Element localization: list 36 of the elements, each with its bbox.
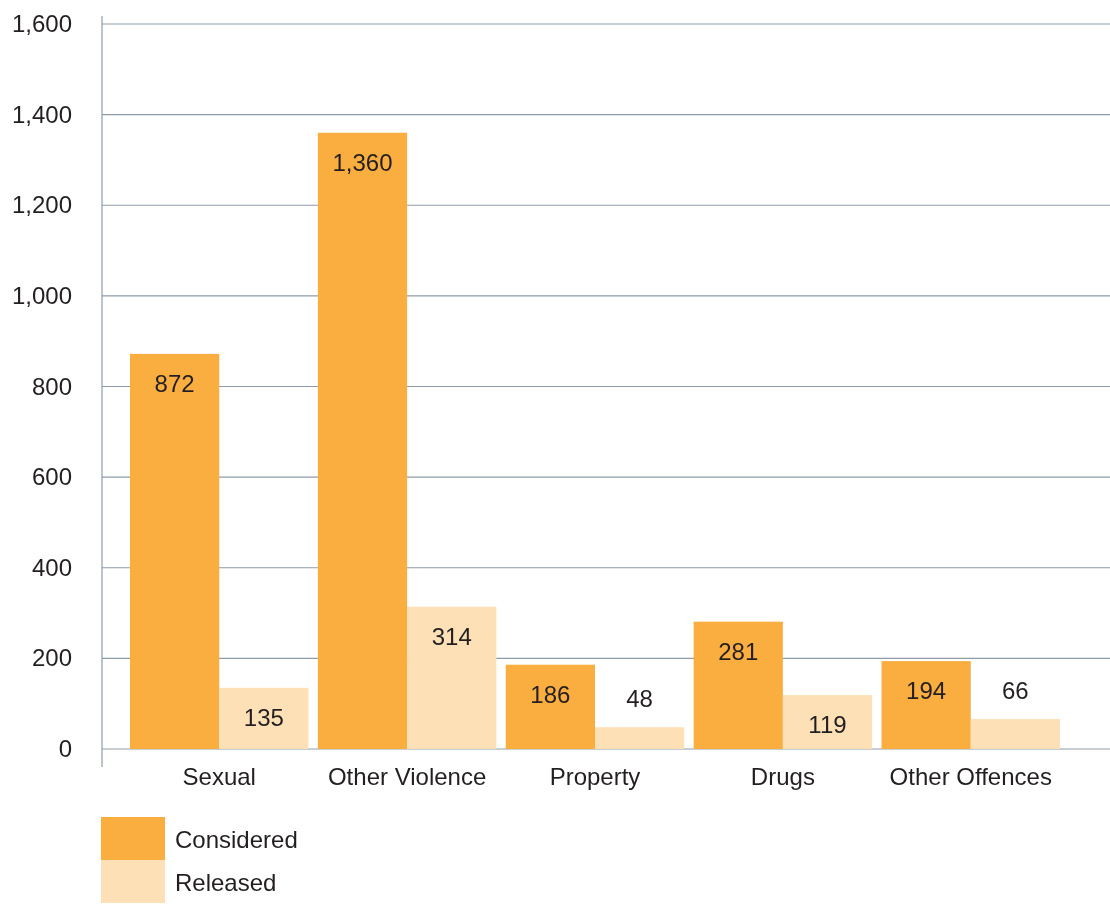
legend-label: Considered xyxy=(175,826,298,853)
y-tick-label: 400 xyxy=(31,553,72,581)
bar xyxy=(407,606,497,749)
data-label: 1,360 xyxy=(332,148,393,176)
y-tick-label: 1,600 xyxy=(11,10,72,37)
bar xyxy=(219,687,309,749)
data-label: 119 xyxy=(808,711,847,739)
x-tick-label: Sexual xyxy=(182,763,256,790)
y-tick-label: 800 xyxy=(31,372,72,400)
bar xyxy=(881,661,971,749)
y-tick-label: 0 xyxy=(58,735,72,762)
legend-label: Released xyxy=(175,869,277,896)
data-label: 281 xyxy=(718,637,759,665)
y-tick-label: 1,400 xyxy=(11,100,72,128)
bar xyxy=(595,727,685,749)
bar xyxy=(693,621,783,749)
y-tick-label: 1,000 xyxy=(11,281,72,309)
bar xyxy=(130,353,220,749)
bar xyxy=(505,664,595,749)
x-tick-label: Other Offences xyxy=(889,763,1052,790)
bar xyxy=(782,695,873,749)
data-label: 314 xyxy=(431,622,472,650)
data-label: 48 xyxy=(626,685,653,713)
y-tick-label: 200 xyxy=(31,644,72,672)
bar xyxy=(970,719,1060,749)
x-tick-label: Other Violence xyxy=(327,763,487,790)
x-tick-label: Drugs xyxy=(750,763,815,790)
y-tick-label: 600 xyxy=(31,463,72,491)
data-label: 872 xyxy=(154,369,195,397)
y-tick-label: 1,200 xyxy=(11,191,72,219)
data-label: 194 xyxy=(906,677,947,705)
bar xyxy=(317,132,408,749)
data-label: 135 xyxy=(243,703,284,731)
data-label: 186 xyxy=(530,680,571,708)
x-tick-label: Property xyxy=(549,763,641,790)
data-label: 66 xyxy=(1002,677,1029,705)
